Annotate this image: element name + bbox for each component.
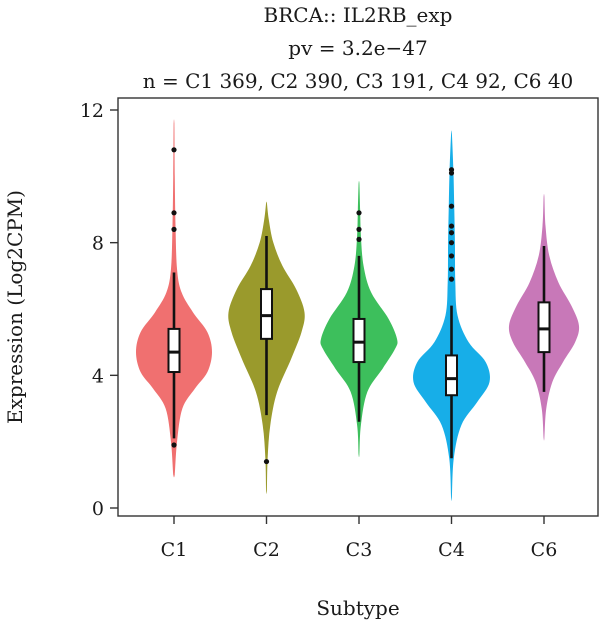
violin-c6 xyxy=(508,194,580,441)
outlier-c2-0 xyxy=(263,458,270,465)
outlier-c4-4 xyxy=(448,230,455,236)
x-axis-label: Subtype xyxy=(316,596,399,620)
y-axis-label: Expression (Log2CPM) xyxy=(3,190,27,424)
y-tick-label-0: 0 xyxy=(92,498,104,520)
box-c1 xyxy=(167,327,181,374)
outlier-c1-3 xyxy=(171,147,177,153)
outlier-c3-2 xyxy=(356,210,362,216)
violin-c2 xyxy=(228,201,305,494)
outlier-c4-1 xyxy=(448,266,455,272)
outlier-c4-3 xyxy=(448,240,455,246)
x-axis: C1 C2 C3 C4 C6 xyxy=(161,516,558,561)
outlier-c4-2 xyxy=(448,253,455,259)
x-tick-label-c2: C2 xyxy=(253,539,280,561)
box-c2 xyxy=(260,288,273,340)
chart-title: BRCA:: IL2RB_exp xyxy=(264,3,453,27)
violin-c3 xyxy=(320,181,398,458)
violin-c4 xyxy=(413,130,490,501)
x-tick-label-c6: C6 xyxy=(531,539,558,561)
chart-sample-sizes: n = C1 369, C2 390, C3 191, C4 92, C6 40 xyxy=(143,69,574,93)
x-tick-label-c4: C4 xyxy=(438,539,465,561)
chart-pvalue: pv = 3.2e−47 xyxy=(288,36,427,60)
outlier-c4-6 xyxy=(448,203,455,209)
box-c4 xyxy=(445,354,458,397)
violins-layer xyxy=(136,119,580,501)
x-tick-label-c1: C1 xyxy=(161,539,188,561)
outlier-c4-5 xyxy=(448,223,455,229)
y-tick-label-1: 4 xyxy=(92,365,104,387)
violin-c1 xyxy=(136,119,212,478)
box-c3 xyxy=(352,317,366,364)
y-tick-label-2: 8 xyxy=(92,233,104,255)
outlier-c3-0 xyxy=(356,236,362,242)
outlier-c1-1 xyxy=(171,226,177,232)
outlier-c4-0 xyxy=(448,276,455,282)
outlier-c1-2 xyxy=(171,210,177,216)
box-c6 xyxy=(537,301,551,354)
outlier-c4-8 xyxy=(448,167,455,173)
plot-frame xyxy=(117,97,599,517)
y-tick-label-3: 12 xyxy=(80,100,104,122)
y-axis: 0 4 8 12 xyxy=(80,100,118,520)
outlier-c3-1 xyxy=(356,226,362,232)
x-tick-label-c3: C3 xyxy=(346,539,373,561)
outlier-c1-0 xyxy=(171,442,177,448)
